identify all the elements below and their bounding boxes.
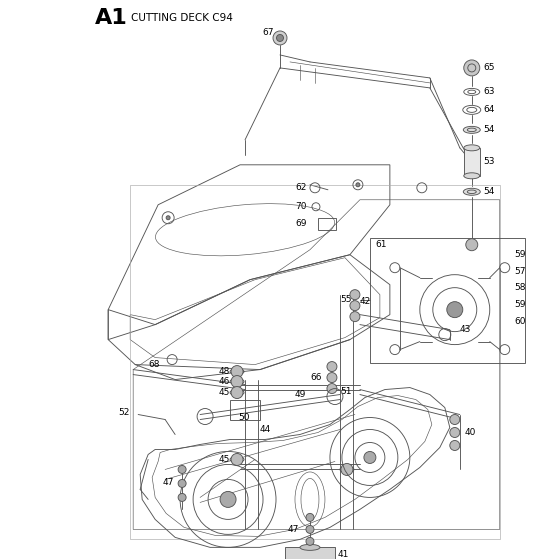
Circle shape (306, 538, 314, 545)
Circle shape (341, 464, 353, 475)
Circle shape (231, 376, 243, 388)
Text: 45: 45 (218, 455, 230, 464)
Circle shape (327, 384, 337, 394)
Circle shape (350, 301, 360, 311)
Text: 64: 64 (484, 105, 495, 114)
Bar (464, 148, 480, 176)
Text: 41: 41 (338, 550, 349, 559)
Text: 65: 65 (484, 63, 495, 72)
Text: 50: 50 (238, 413, 250, 422)
Bar (230, 399, 260, 419)
Text: CUTTING DECK C94: CUTTING DECK C94 (131, 13, 233, 23)
Circle shape (231, 454, 243, 465)
Text: 54: 54 (484, 187, 495, 196)
Text: 69: 69 (295, 220, 306, 228)
Circle shape (231, 366, 243, 377)
Bar (285, 547, 335, 560)
Text: 68: 68 (148, 360, 160, 369)
Text: 59: 59 (515, 250, 526, 259)
Text: 66: 66 (310, 373, 321, 382)
Bar (318, 218, 336, 230)
Circle shape (277, 35, 283, 41)
Circle shape (166, 216, 170, 220)
Text: 67: 67 (262, 29, 273, 38)
Text: 47: 47 (162, 478, 174, 487)
Ellipse shape (300, 544, 320, 550)
Text: 63: 63 (484, 87, 495, 96)
Text: 60: 60 (515, 317, 526, 326)
Circle shape (364, 451, 376, 464)
Circle shape (306, 514, 314, 521)
Circle shape (231, 386, 243, 399)
Text: 42: 42 (360, 297, 371, 306)
Text: 62: 62 (295, 183, 306, 192)
Ellipse shape (463, 188, 480, 195)
Circle shape (327, 362, 337, 372)
Circle shape (350, 290, 360, 300)
Text: A1: A1 (95, 8, 128, 28)
Text: 58: 58 (515, 283, 526, 292)
Circle shape (450, 414, 460, 424)
Circle shape (327, 372, 337, 382)
Circle shape (220, 492, 236, 507)
Text: 61: 61 (375, 240, 386, 249)
Text: 44: 44 (260, 425, 271, 434)
Text: 40: 40 (465, 428, 476, 437)
Circle shape (306, 525, 314, 533)
Text: 45: 45 (218, 388, 230, 397)
Circle shape (178, 465, 186, 473)
Ellipse shape (463, 127, 480, 133)
Circle shape (466, 239, 478, 251)
Circle shape (356, 183, 360, 187)
Text: 47: 47 (288, 525, 300, 534)
Circle shape (450, 441, 460, 450)
Text: 70: 70 (295, 202, 306, 211)
Text: 52: 52 (118, 408, 129, 417)
Text: 54: 54 (484, 125, 495, 134)
Circle shape (273, 31, 287, 45)
Ellipse shape (464, 173, 480, 179)
Circle shape (178, 479, 186, 487)
Text: 59: 59 (515, 300, 526, 309)
Circle shape (464, 60, 480, 76)
Text: 43: 43 (460, 325, 471, 334)
Text: 53: 53 (484, 157, 495, 166)
Circle shape (178, 493, 186, 501)
Ellipse shape (464, 145, 480, 151)
Circle shape (450, 427, 460, 437)
Circle shape (350, 311, 360, 321)
Text: 57: 57 (515, 267, 526, 276)
Text: 48: 48 (218, 367, 230, 376)
Text: 55: 55 (340, 295, 352, 304)
Circle shape (447, 302, 463, 318)
Text: 49: 49 (295, 390, 306, 399)
Text: 51: 51 (340, 387, 352, 396)
Bar (370, 238, 525, 362)
Text: 46: 46 (218, 377, 230, 386)
